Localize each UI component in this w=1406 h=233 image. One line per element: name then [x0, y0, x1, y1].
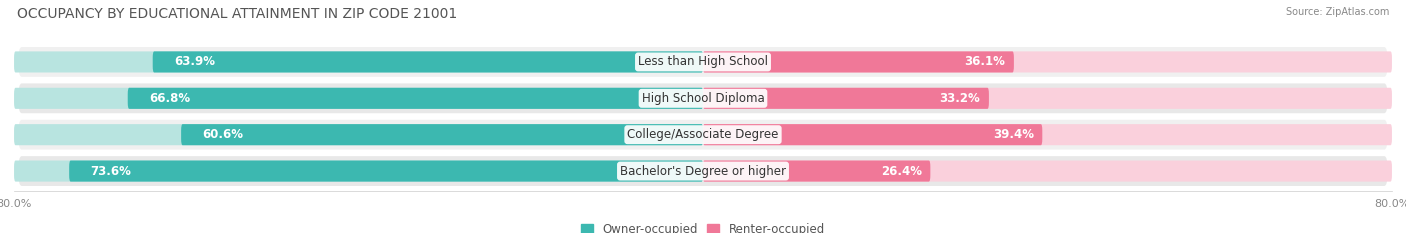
FancyBboxPatch shape	[181, 124, 703, 145]
FancyBboxPatch shape	[703, 51, 1392, 72]
FancyBboxPatch shape	[14, 51, 703, 72]
FancyBboxPatch shape	[703, 51, 1014, 72]
FancyBboxPatch shape	[14, 124, 703, 145]
FancyBboxPatch shape	[703, 88, 1392, 109]
FancyBboxPatch shape	[18, 120, 1388, 150]
Text: OCCUPANCY BY EDUCATIONAL ATTAINMENT IN ZIP CODE 21001: OCCUPANCY BY EDUCATIONAL ATTAINMENT IN Z…	[17, 7, 457, 21]
FancyBboxPatch shape	[18, 156, 1388, 186]
FancyBboxPatch shape	[703, 88, 988, 109]
Legend: Owner-occupied, Renter-occupied: Owner-occupied, Renter-occupied	[576, 218, 830, 233]
FancyBboxPatch shape	[14, 161, 703, 182]
Text: Bachelor's Degree or higher: Bachelor's Degree or higher	[620, 164, 786, 178]
Text: Source: ZipAtlas.com: Source: ZipAtlas.com	[1285, 7, 1389, 17]
FancyBboxPatch shape	[69, 161, 703, 182]
Text: 36.1%: 36.1%	[965, 55, 1005, 69]
FancyBboxPatch shape	[703, 161, 1392, 182]
Text: 63.9%: 63.9%	[174, 55, 215, 69]
Text: 26.4%: 26.4%	[880, 164, 922, 178]
FancyBboxPatch shape	[128, 88, 703, 109]
Text: 39.4%: 39.4%	[993, 128, 1033, 141]
FancyBboxPatch shape	[18, 83, 1388, 113]
FancyBboxPatch shape	[703, 124, 1392, 145]
Text: Less than High School: Less than High School	[638, 55, 768, 69]
Text: 33.2%: 33.2%	[939, 92, 980, 105]
FancyBboxPatch shape	[14, 88, 703, 109]
Text: High School Diploma: High School Diploma	[641, 92, 765, 105]
FancyBboxPatch shape	[703, 161, 931, 182]
FancyBboxPatch shape	[153, 51, 703, 72]
Text: 73.6%: 73.6%	[91, 164, 132, 178]
FancyBboxPatch shape	[703, 124, 1042, 145]
Text: College/Associate Degree: College/Associate Degree	[627, 128, 779, 141]
Text: 60.6%: 60.6%	[202, 128, 243, 141]
Text: 66.8%: 66.8%	[149, 92, 190, 105]
FancyBboxPatch shape	[18, 47, 1388, 77]
